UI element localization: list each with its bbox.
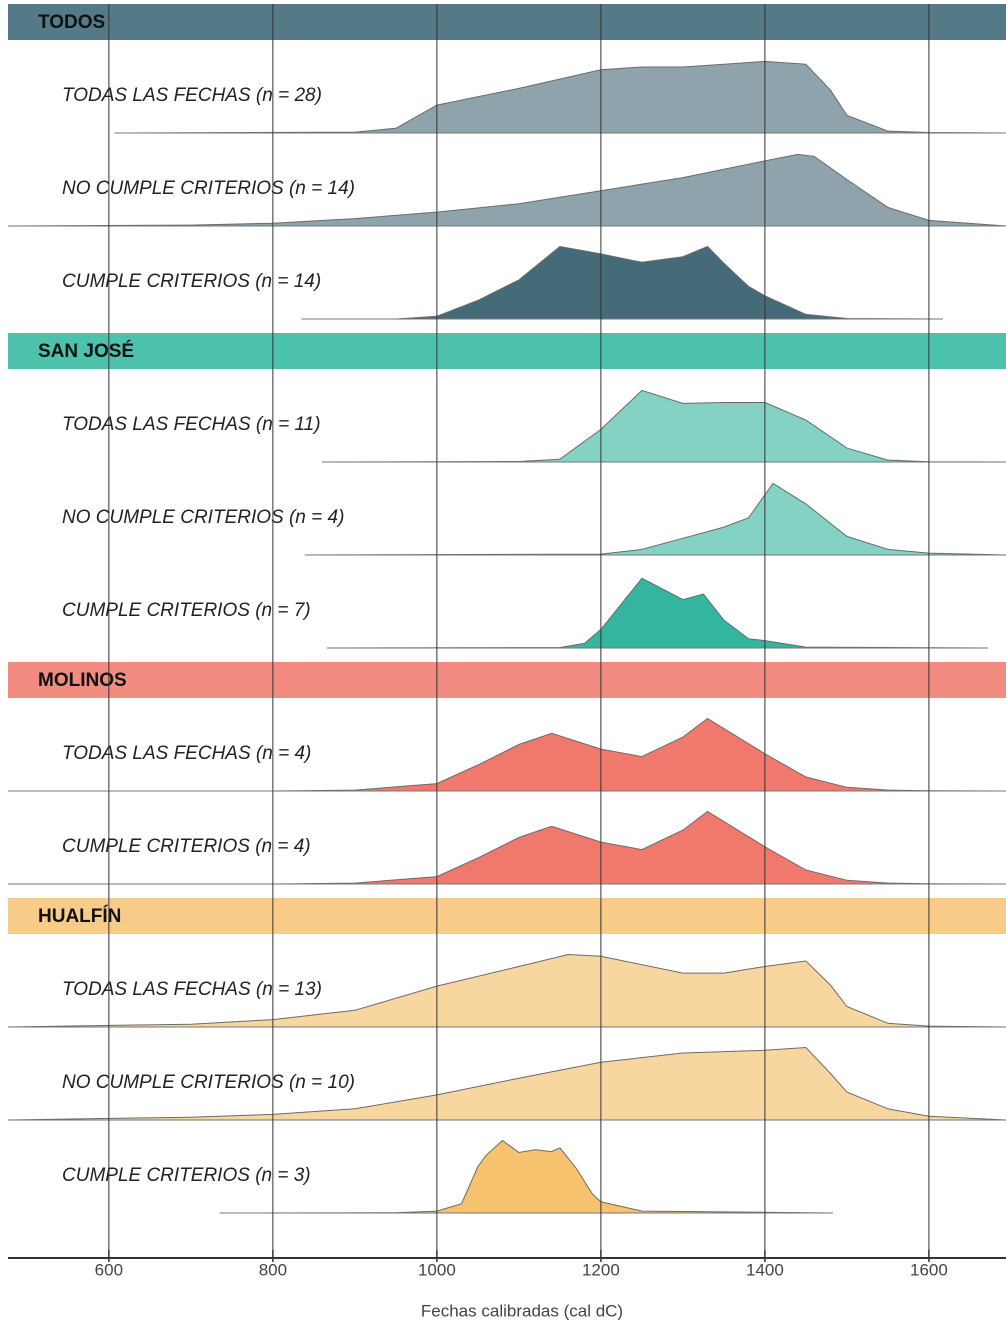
row-label: TODAS LAS FECHAS (n = 28) <box>62 85 322 106</box>
row-label: CUMPLE CRITERIOS (n = 14) <box>62 271 321 292</box>
row-label: NO CUMPLE CRITERIOS (n = 10) <box>62 1072 355 1093</box>
x-tick-label: 1200 <box>582 1260 620 1279</box>
density-area <box>8 810 1006 885</box>
x-tick-label: 1600 <box>910 1260 948 1279</box>
density-area <box>114 60 1006 134</box>
density-area <box>7 953 1006 1028</box>
row-label: NO CUMPLE CRITERIOS (n = 14) <box>62 178 355 199</box>
row-label: NO CUMPLE CRITERIOS (n = 4) <box>62 507 344 528</box>
group-title: HUALFÍN <box>38 905 121 927</box>
x-tick-label: 1400 <box>746 1260 784 1279</box>
density-area <box>304 482 1006 556</box>
row-label: TODAS LAS FECHAS (n = 4) <box>62 743 311 764</box>
x-tick-label: 1000 <box>418 1260 456 1279</box>
group-header <box>8 4 1006 40</box>
density-area <box>301 245 943 320</box>
x-tick-label: 800 <box>259 1260 287 1279</box>
group-title: TODOS <box>38 12 105 33</box>
group-header <box>8 898 1006 934</box>
x-axis-title: Fechas calibradas (cal dC) <box>421 1301 623 1320</box>
group-header <box>8 662 1006 698</box>
density-area <box>219 1139 834 1214</box>
group-header <box>8 333 1006 369</box>
density-area <box>7 1046 1006 1121</box>
group-title: SAN JOSÉ <box>38 340 134 362</box>
density-area <box>8 717 1006 792</box>
row-label: CUMPLE CRITERIOS (n = 7) <box>62 600 311 621</box>
x-tick-label: 600 <box>95 1260 123 1279</box>
density-area <box>322 389 1006 463</box>
group-title: MOLINOS <box>38 670 127 691</box>
row-label: TODAS LAS FECHAS (n = 13) <box>62 979 322 1000</box>
density-area <box>7 153 1006 227</box>
row-label: CUMPLE CRITERIOS (n = 3) <box>62 1165 311 1186</box>
row-label: TODAS LAS FECHAS (n = 11) <box>62 414 321 435</box>
row-label: CUMPLE CRITERIOS (n = 4) <box>62 836 311 857</box>
density-area <box>326 577 989 649</box>
